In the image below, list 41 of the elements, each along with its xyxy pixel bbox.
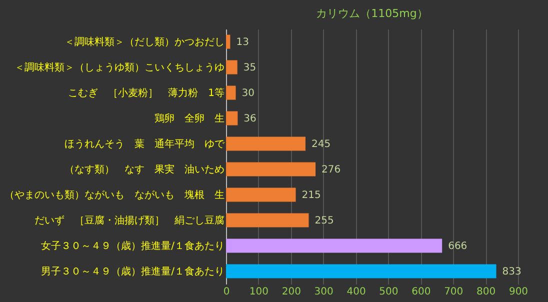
data-label: 36 <box>244 113 256 124</box>
data-label: 30 <box>242 88 254 99</box>
data-label: 35 <box>243 62 256 74</box>
y-tick-label: ＜調味料類＞（しょうゆ類）こいくちしょうゆ <box>14 61 224 74</box>
data-label: 255 <box>314 215 334 226</box>
y-tick-label: 鶏卵 全卵 生 <box>154 112 224 124</box>
data-label: 276 <box>322 164 341 176</box>
bar <box>226 86 236 100</box>
x-tick-label: 0 <box>223 286 230 298</box>
x-tick-label: 300 <box>314 286 334 298</box>
x-tick-label: 200 <box>282 286 301 298</box>
x-tick-label: 100 <box>249 286 268 298</box>
x-tick-label: 600 <box>412 286 431 298</box>
chart-title: カリウム（1105mg） <box>316 7 428 20</box>
y-tick-label: （なす類） なす 果実 油いため <box>64 163 224 176</box>
y-tick-label: （やまのいも類）ながいも ながいも 塊根 生 <box>4 188 224 201</box>
y-tick-label: ほうれんそう 葉 通年平均 ゆで <box>64 138 226 150</box>
data-label: 13 <box>236 36 249 48</box>
bar <box>226 188 296 202</box>
bar <box>226 213 309 228</box>
bar <box>226 136 306 151</box>
x-tick-label: 800 <box>476 286 496 298</box>
y-tick-label: だいず ［豆腐・油揚げ類］ 絹ごし豆腐 <box>34 214 224 226</box>
bar <box>226 162 316 176</box>
bar <box>226 60 238 74</box>
bar <box>226 34 230 49</box>
x-tick-label: 700 <box>444 286 464 298</box>
y-tick-label: 女子３０～４９（歳）推進量/１食あたり <box>41 240 224 252</box>
data-label: 245 <box>311 138 331 150</box>
bar <box>226 111 238 126</box>
bar <box>226 238 442 253</box>
y-tick-label: こむぎ ［小麦粉］ 薄力粉 1等 <box>68 86 224 99</box>
bar <box>226 264 496 278</box>
y-tick-label: 男子３０～４９（歳）推進量/１食あたり <box>41 265 224 278</box>
x-tick-label: 500 <box>379 286 398 298</box>
x-tick-label: 900 <box>508 286 528 298</box>
data-label: 666 <box>448 240 468 252</box>
x-tick-label: 400 <box>346 286 366 298</box>
y-tick-label: ＜調味料類＞（だし類）かつおだし <box>64 36 224 48</box>
data-label: 833 <box>502 266 522 278</box>
data-label: 215 <box>302 190 321 201</box>
